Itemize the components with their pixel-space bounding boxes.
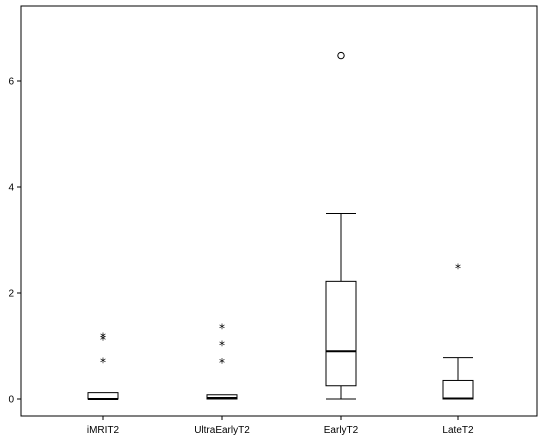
y-axis: 0 2 4 6 xyxy=(8,77,21,406)
x-axis: iMRIT2 UltraEarlyT2 EarlyT2 LateT2 xyxy=(87,416,474,436)
y-tick-label: 2 xyxy=(8,289,14,300)
outlier-circle xyxy=(337,51,345,60)
y-tick-label: 6 xyxy=(8,77,14,88)
outlier-star: * xyxy=(219,338,225,352)
x-tick-label: EarlyT2 xyxy=(324,425,359,436)
outlier-star: * xyxy=(219,356,225,370)
box-imrit2: *** xyxy=(87,330,119,400)
outlier-star: * xyxy=(219,321,225,335)
box-earlyt2 xyxy=(325,51,357,400)
iqr-box xyxy=(442,379,474,400)
box-series: ******* xyxy=(87,51,474,400)
box-latet2: * xyxy=(442,262,474,400)
x-tick-label: LateT2 xyxy=(442,425,474,436)
outlier-star: * xyxy=(455,262,461,276)
x-tick-label: iMRIT2 xyxy=(87,425,120,436)
iqr-box xyxy=(206,394,238,400)
plot-frame xyxy=(20,5,538,417)
outlier-star: * xyxy=(100,355,106,369)
y-tick-label: 4 xyxy=(8,183,14,194)
x-tick-label: UltraEarlyT2 xyxy=(194,425,250,436)
outlier-star: * xyxy=(100,330,106,344)
iqr-box xyxy=(325,280,357,387)
y-tick-label: 0 xyxy=(8,395,14,406)
outlier-star: * xyxy=(100,333,106,347)
box-ultraearlyt2: * * * xyxy=(206,321,238,400)
